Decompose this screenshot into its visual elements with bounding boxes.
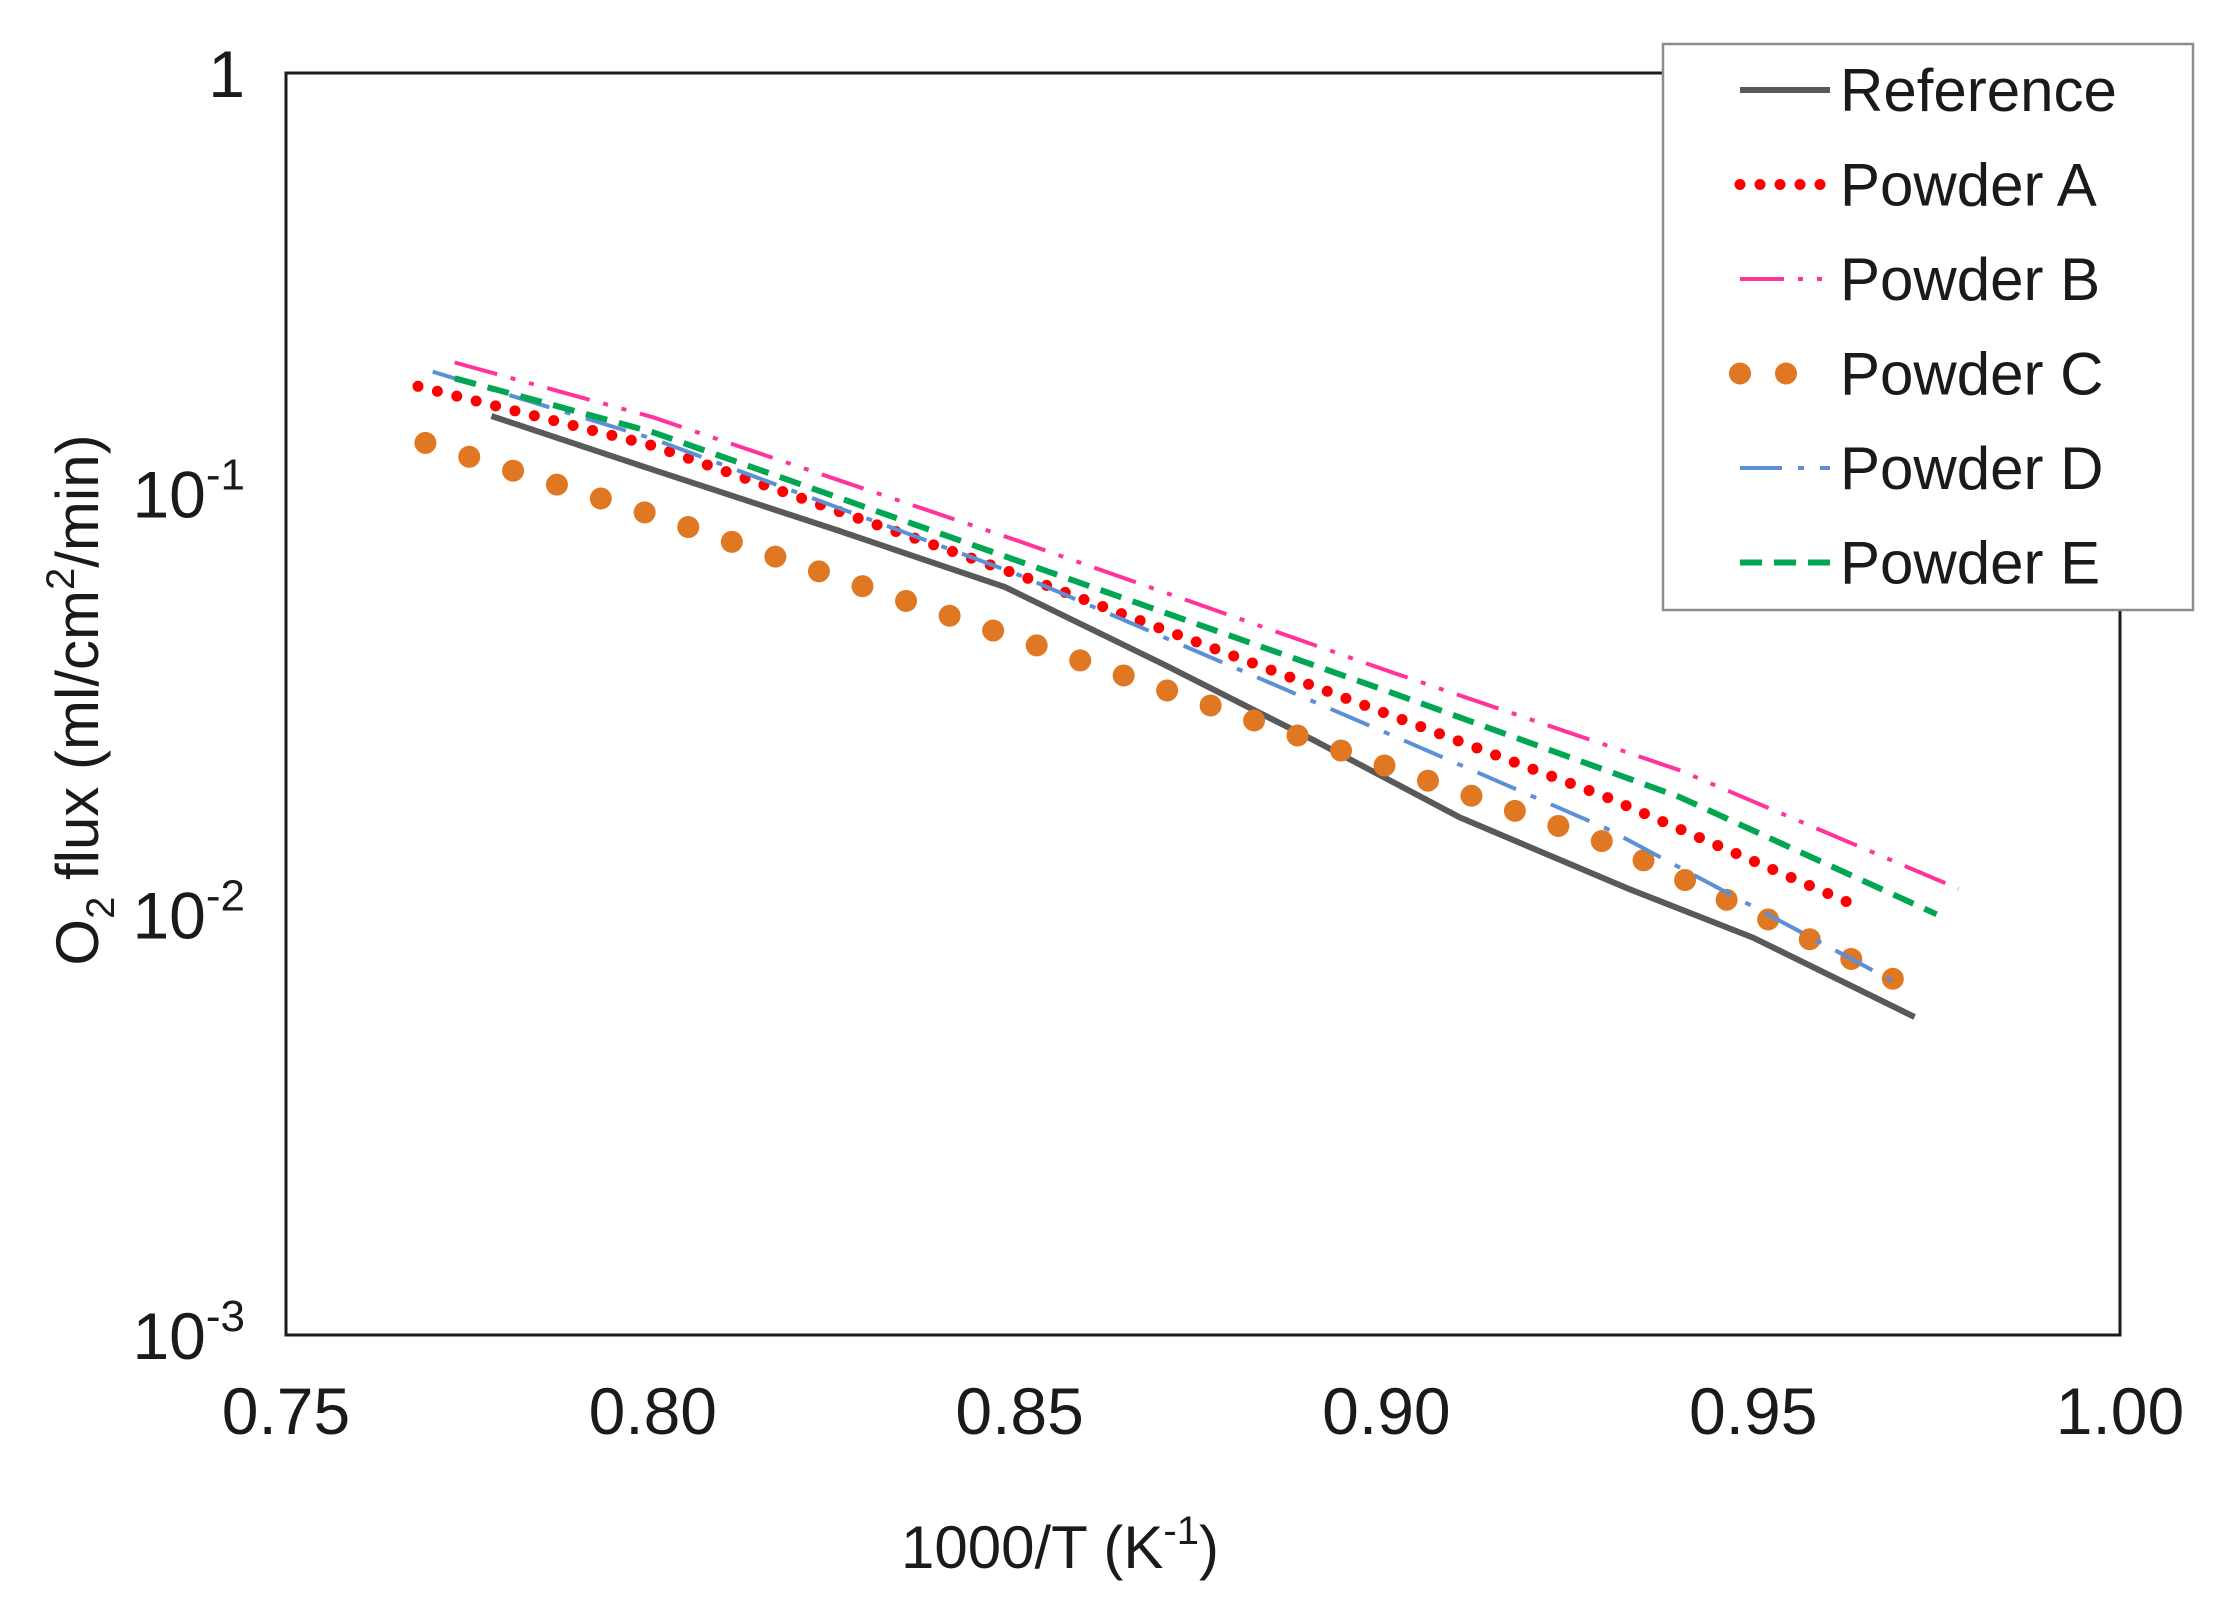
- legend-label: Powder D: [1840, 435, 2103, 502]
- legend: Reference Powder A Powder B Powder C Powder …: [1661, 42, 2195, 612]
- x-tick-label: 1.00: [2056, 1374, 2184, 1448]
- series-line-reference: [490, 413, 1916, 1020]
- legend-label: Powder A: [1840, 152, 2097, 219]
- y-tick-label: 10-3: [132, 1292, 245, 1373]
- series-line-powder-e: [453, 375, 1938, 918]
- series-line-powder-d: [432, 369, 1901, 987]
- x-tick-label: 0.95: [1689, 1374, 1817, 1448]
- x-axis-label: 1000/T (K-1): [901, 1509, 1219, 1581]
- x-tick-label: 0.90: [1322, 1374, 1450, 1448]
- legend-box: [1661, 42, 2195, 612]
- legend-label: Powder B: [1840, 246, 2100, 313]
- y-tick-label: 10-1: [132, 451, 245, 532]
- legend-label: Powder E: [1840, 530, 2100, 597]
- x-axis-ticks: 0.75 0.80 0.85 0.90 0.95 1.00: [222, 1374, 2184, 1448]
- y-axis-ticks: 1 10-1 10-2 10-3: [132, 37, 245, 1373]
- x-tick-label: 0.85: [955, 1374, 1083, 1448]
- series-line-powder-b: [454, 360, 1960, 891]
- y-axis-label: O2 flux (ml/cm2/min): [39, 434, 123, 965]
- legend-label: Reference: [1840, 57, 2117, 124]
- series-line-powder-c: [414, 431, 1911, 994]
- legend-label: Powder C: [1840, 341, 2103, 408]
- x-tick-label: 0.80: [589, 1374, 717, 1448]
- series-layer: [412, 360, 1960, 1020]
- plot-frame: [284, 71, 2122, 1337]
- x-tick-label: 0.75: [222, 1374, 350, 1448]
- y-tick-label: 10-2: [132, 871, 245, 952]
- y-tick-label: 1: [208, 37, 245, 111]
- series-line-powder-a: [412, 380, 1869, 915]
